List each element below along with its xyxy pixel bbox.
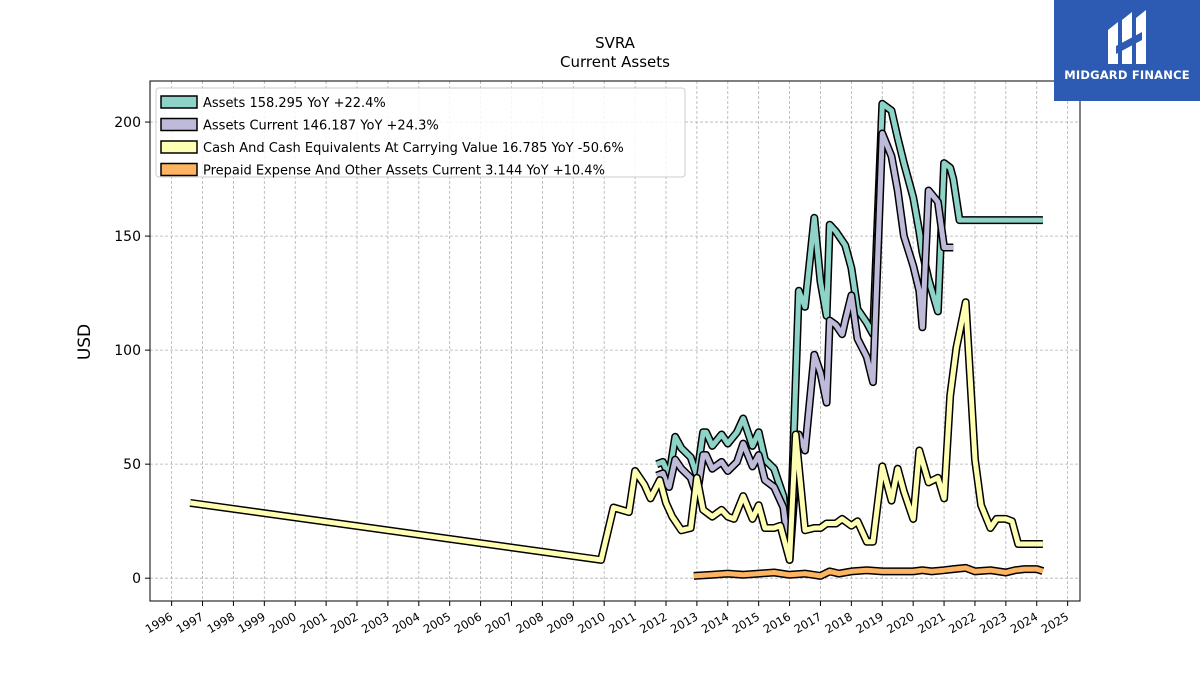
x-tick-label: 2003 [359, 609, 391, 636]
plot-frame [149, 80, 1081, 602]
x-tick-label: 2007 [483, 609, 515, 636]
legend-label: Assets Current 146.187 YoY +24.3% [203, 119, 439, 134]
x-tick-label: 2018 [823, 609, 855, 636]
x-tick-label: 2012 [637, 609, 669, 636]
y-tick-label: 50 [123, 457, 141, 473]
series-line-3 [693, 565, 1044, 579]
series-outline-0 [655, 99, 1043, 562]
y-tick-label: 150 [114, 229, 141, 245]
x-tick-label: 2004 [390, 609, 422, 636]
legend-swatch [160, 95, 198, 109]
legend-swatch [160, 117, 198, 132]
y-tick-label: 0 [132, 571, 141, 587]
x-tick-label: 2025 [1039, 609, 1071, 636]
x-tick-label: 2013 [668, 609, 700, 636]
x-tick-label: 2000 [266, 609, 298, 636]
legend-swatch [160, 162, 198, 177]
logo-text: MIDGARD FINANCE [1064, 68, 1190, 82]
x-tick-label: 2010 [575, 609, 607, 636]
x-tick-label: 1997 [174, 609, 206, 636]
y-tick-label: 100 [114, 343, 141, 359]
x-tick-label: 2021 [915, 609, 947, 636]
x-tick-label: 2017 [792, 609, 824, 636]
x-tick-label: 2011 [606, 609, 638, 636]
x-tick-label: 2008 [514, 609, 546, 636]
legend-swatch [160, 140, 198, 154]
midgard-finance-logo: MIDGARD FINANCE [1054, 0, 1200, 101]
x-tick-label: 2020 [884, 609, 916, 636]
legend-label: Prepaid Expense And Other Assets Current… [203, 164, 605, 179]
x-tick-label: 1998 [205, 609, 237, 636]
x-tick-label: 2022 [946, 609, 978, 636]
y-tick-label: 200 [114, 115, 141, 131]
legend: Assets 158.295 YoY +22.4% Assets Current … [155, 87, 686, 179]
logo-mark-icon [1108, 10, 1146, 64]
x-tick-label: 2016 [761, 609, 793, 636]
x-tick-label: 2023 [977, 609, 1009, 636]
x-tick-label: 2009 [544, 609, 576, 636]
x-tick-label: 1999 [235, 609, 267, 636]
y-axis-label: USD [75, 324, 95, 360]
series-line-2 [189, 299, 1043, 563]
x-tick-label: 1996 [143, 609, 175, 636]
chart-subtitle: Current Assets [560, 53, 670, 71]
legend-box [155, 87, 686, 178]
x-tick-label: 2019 [853, 609, 885, 636]
legend-label: Assets 158.295 YoY +22.4% [203, 96, 386, 111]
x-tick-label: 2014 [699, 609, 731, 636]
series-line-0 [655, 101, 1043, 561]
x-tick-label: 2024 [1008, 609, 1040, 636]
x-tick-label: 2005 [421, 609, 453, 636]
x-tick-label: 2015 [730, 609, 762, 636]
chart-title: SVRA [595, 34, 636, 52]
legend-label: Cash And Cash Equivalents At Carrying Va… [203, 141, 624, 156]
x-tick-label: 2001 [297, 609, 329, 636]
x-tick-label: 2006 [452, 609, 484, 636]
x-tick-label: 2002 [328, 609, 360, 636]
series-layer [189, 99, 1045, 580]
